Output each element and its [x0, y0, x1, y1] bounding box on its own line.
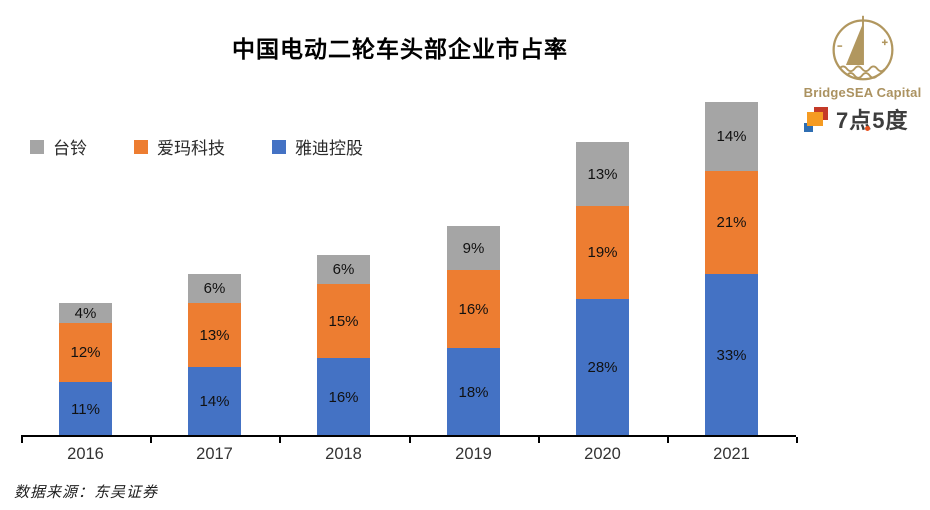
legend-label-0: 台铃 — [53, 139, 87, 158]
seven-point-five-logo-icon — [804, 107, 831, 135]
x-axis-line — [21, 435, 796, 437]
bar-2018: 6% 15% 16% — [317, 255, 370, 436]
legend-swatch-0 — [30, 139, 44, 154]
segment-value-label: 33% — [716, 346, 747, 364]
chart-legend: 台铃 爱玛科技 雅迪控股 — [30, 134, 410, 159]
bar-2019: 9% 16% 18% — [447, 226, 500, 436]
x-axis-tick — [667, 437, 669, 443]
segment-value-label: 16% — [458, 300, 489, 318]
bar-2016: 4% 12% 11% — [59, 303, 112, 436]
chart-title: 中国电动二轮车头部企业市占率 — [232, 36, 568, 62]
segment-value-label: 14% — [199, 393, 230, 410]
segment-爱玛科技-2021: 21% — [705, 171, 758, 274]
segment-台铃-2017: 6% — [188, 274, 241, 303]
segment-value-label: 6% — [203, 280, 226, 297]
segment-爱玛科技-2020: 19% — [576, 206, 629, 299]
segment-value-label: 6% — [332, 261, 355, 278]
segment-value-label: 28% — [587, 359, 618, 376]
segment-value-label: 15% — [328, 312, 359, 330]
segment-value-label: 13% — [587, 165, 618, 183]
legend-item-0: 台铃 — [30, 134, 87, 159]
segment-雅迪控股-2021: 33% — [705, 274, 758, 436]
x-tick-label-2016: 2016 — [67, 445, 104, 463]
segment-台铃-2020: 13% — [576, 142, 629, 206]
x-axis-tick — [21, 437, 23, 443]
segment-台铃-2021: 14% — [705, 102, 758, 171]
segment-value-label: 11% — [71, 400, 100, 418]
legend-item-2: 雅迪控股 — [272, 134, 363, 159]
legend-label-1: 爱玛科技 — [157, 139, 225, 158]
segment-爱玛科技-2018: 15% — [317, 284, 370, 358]
legend-swatch-2 — [272, 139, 286, 154]
segment-台铃-2016: 4% — [59, 303, 112, 323]
segment-value-label: 12% — [70, 344, 101, 361]
segment-雅迪控股-2017: 14% — [188, 367, 241, 436]
segment-雅迪控股-2020: 28% — [576, 299, 629, 436]
segment-台铃-2019: 9% — [447, 226, 500, 270]
bar-2020: 13% 19% 28% — [576, 142, 629, 436]
bar-2021: 14% 21% 33% — [705, 102, 758, 436]
x-axis-tick — [150, 437, 152, 443]
segment-爱玛科技-2017: 13% — [188, 303, 241, 367]
sub-brand-name: 7点5度 — [836, 108, 909, 133]
segment-雅迪控股-2016: 11% — [59, 382, 112, 436]
segment-value-label: 18% — [458, 383, 489, 401]
sub-brand-row: 7点5度 — [800, 107, 925, 135]
segment-value-label: 13% — [199, 326, 230, 344]
segment-台铃-2018: 6% — [317, 255, 370, 284]
plot-area: 4% 12% 11% 6% 13% 14% 6% 15% 16% 9% 16% 18% 13% 19% 28… — [21, 96, 796, 436]
logo-block: BridgeSEA Capital 7点5度 — [800, 12, 925, 135]
x-tick-label-2019: 2019 — [455, 445, 492, 463]
x-tick-label-2020: 2020 — [584, 445, 621, 463]
segment-雅迪控股-2018: 16% — [317, 358, 370, 436]
segment-雅迪控股-2019: 18% — [447, 348, 500, 436]
x-axis-tick — [538, 437, 540, 443]
segment-value-label: 9% — [462, 239, 485, 257]
x-axis-tick — [796, 437, 798, 443]
sailboat-logo-icon — [831, 15, 894, 81]
brand-name: BridgeSEA Capital — [803, 85, 922, 100]
segment-爱玛科技-2019: 16% — [447, 270, 500, 348]
sub-brand-dot — [865, 126, 870, 131]
source-note: 数据来源：东吴证券 — [14, 484, 159, 501]
x-axis-tick — [409, 437, 411, 443]
legend-label-2: 雅迪控股 — [295, 139, 363, 158]
x-tick-label-2021: 2021 — [713, 445, 750, 463]
segment-value-label: 16% — [328, 388, 359, 406]
legend-item-1: 爱玛科技 — [134, 134, 225, 159]
x-tick-label-2018: 2018 — [325, 445, 362, 463]
segment-value-label: 19% — [587, 244, 618, 261]
legend-swatch-1 — [134, 139, 148, 154]
segment-value-label: 21% — [716, 214, 747, 231]
x-axis-tick — [279, 437, 281, 443]
segment-爱玛科技-2016: 12% — [59, 323, 112, 382]
segment-value-label: 14% — [716, 128, 747, 145]
x-tick-label-2017: 2017 — [196, 445, 233, 463]
segment-value-label: 4% — [74, 304, 97, 322]
bar-2017: 6% 13% 14% — [188, 274, 241, 436]
